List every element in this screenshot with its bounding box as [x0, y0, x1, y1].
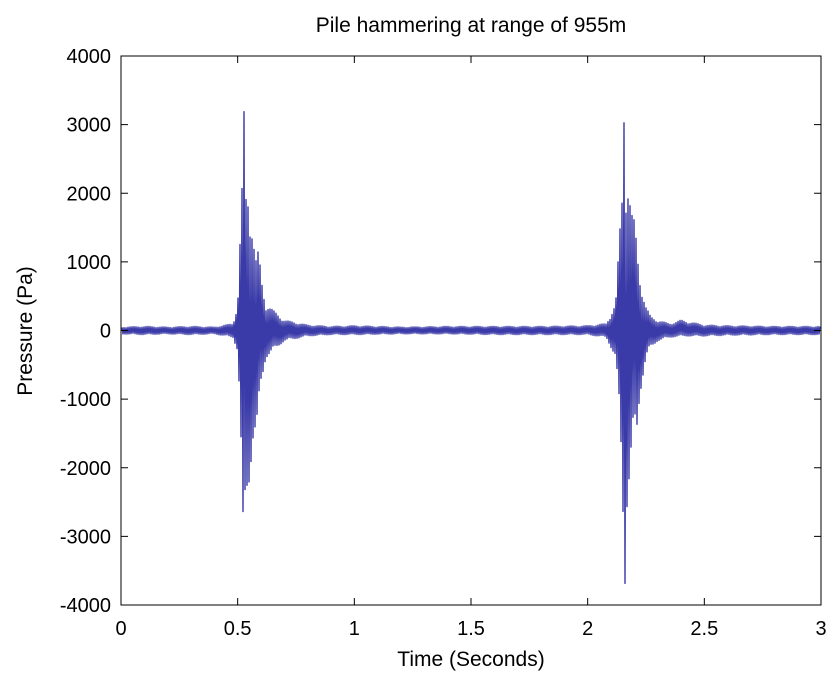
- y-tick-label: 0: [100, 321, 111, 343]
- y-tick-label: -1000: [60, 389, 111, 411]
- x-tick-label: 3: [815, 618, 826, 640]
- x-tick-label: 2.5: [690, 618, 718, 640]
- x-tick-label: 2: [582, 618, 593, 640]
- y-axis-label: Pressure (Pa): [14, 266, 37, 396]
- y-tick-label: -4000: [60, 595, 111, 617]
- y-tick-label: -2000: [60, 458, 111, 480]
- y-tick-label: 4000: [67, 46, 112, 68]
- chart-title: Pile hammering at range of 955m: [316, 14, 627, 37]
- y-tick-label: 3000: [67, 115, 112, 137]
- x-tick-label: 0: [115, 618, 126, 640]
- series-0-line: [121, 111, 821, 585]
- x-axis-label: Time (Seconds): [397, 648, 544, 671]
- y-tick-label: -3000: [60, 526, 111, 548]
- y-tick-label: 1000: [67, 252, 112, 274]
- y-tick-label: 2000: [67, 183, 112, 205]
- x-tick-label: 0.5: [224, 618, 252, 640]
- plot-area: 0 0.5 1 1.5 2 2.5 3 4000 3000 2000 1000 0 -1000 -2000…: [60, 46, 827, 640]
- x-tick-label: 1: [349, 618, 360, 640]
- x-tick-label: 1.5: [457, 618, 485, 640]
